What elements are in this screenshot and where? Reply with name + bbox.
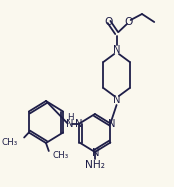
Text: N: N [113, 95, 120, 105]
Text: N: N [75, 119, 82, 128]
Text: NH₂: NH₂ [85, 160, 105, 170]
Text: O: O [105, 17, 113, 27]
Text: N: N [108, 119, 115, 128]
Text: CH₃: CH₃ [1, 138, 18, 147]
Text: CH₃: CH₃ [53, 151, 69, 160]
Text: N: N [113, 45, 120, 55]
Text: H: H [67, 113, 73, 122]
Text: O: O [125, 17, 133, 27]
Text: N: N [92, 148, 100, 158]
Text: N: N [66, 119, 74, 128]
